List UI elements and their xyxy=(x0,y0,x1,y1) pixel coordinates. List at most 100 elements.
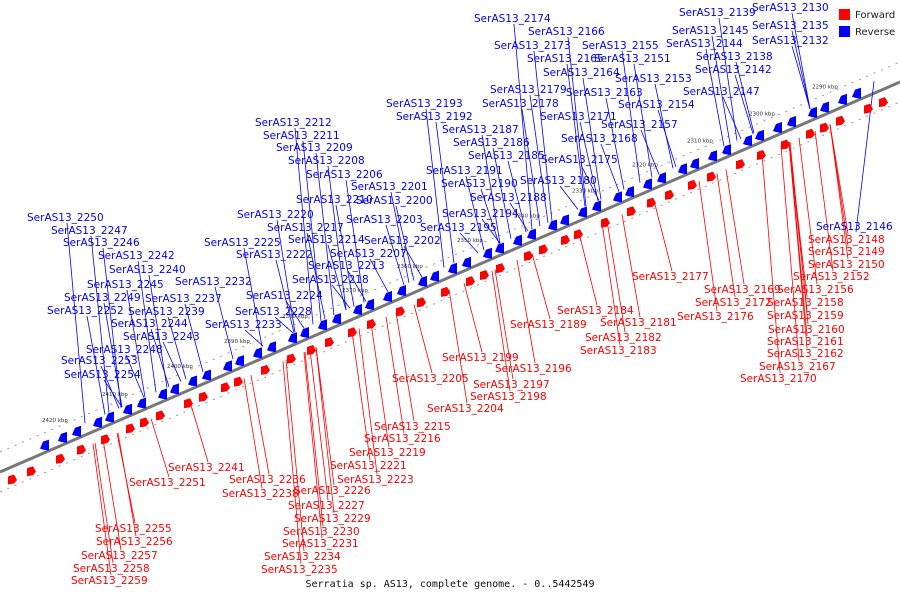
reverse-gene-label: SerAS13_2144 xyxy=(666,38,743,50)
leader-line xyxy=(250,375,270,475)
reverse-gene-arrow xyxy=(397,284,406,296)
leader-line xyxy=(481,134,501,244)
reverse-gene-label: SerAS13_2147 xyxy=(683,86,760,98)
reverse-gene-label: SerAS13_2207 xyxy=(330,248,407,260)
forward-gene-arrow xyxy=(601,217,610,228)
forward-gene-label: SerAS13_2196 xyxy=(495,363,572,375)
reverse-gene-label: SerAS13_2245 xyxy=(87,279,164,291)
forward-gene-arrow xyxy=(480,270,489,280)
leader-line xyxy=(395,312,415,422)
leader-line xyxy=(716,173,736,298)
leader-line xyxy=(214,286,234,360)
reverse-gene-label: SerAS13_2130 xyxy=(752,2,829,14)
legend-label-forward: Forward xyxy=(855,10,895,21)
reverse-gene-label: SerAS13_2157 xyxy=(601,119,678,131)
forward-gene-label: SerAS13_2235 xyxy=(261,564,338,576)
reverse-gene-label: SerAS13_2173 xyxy=(494,40,571,52)
reverse-gene-arrow xyxy=(838,93,847,105)
reverse-gene-label: SerAS13_2217 xyxy=(267,222,344,234)
leader-line xyxy=(516,259,536,364)
reverse-gene-arrow xyxy=(513,234,522,246)
reverse-gene-label: SerAS13_2224 xyxy=(246,290,323,302)
leader-line xyxy=(718,17,738,141)
leader-line xyxy=(390,191,410,283)
reverse-gene-arrow xyxy=(318,319,327,331)
reverse-gene-arrow xyxy=(300,327,309,338)
leader-line xyxy=(791,12,811,110)
reverse-gene-label: SerAS13_2201 xyxy=(351,181,428,193)
reverse-gene-arrow xyxy=(353,304,362,316)
reverse-gene-label: SerAS13_2249 xyxy=(64,292,141,304)
legend: Forward Reverse xyxy=(839,9,895,38)
leader-line xyxy=(654,83,674,169)
reverse-gene-arrow xyxy=(808,106,817,118)
reverse-gene-label: SerAS13_2151 xyxy=(594,53,671,65)
forward-gene-label: SerAS13_2236 xyxy=(229,474,306,486)
forward-gene-label: SerAS13_2189 xyxy=(510,319,587,331)
legend-swatch-forward xyxy=(839,9,850,20)
reverse-gene-label: SerAS13_2191 xyxy=(426,165,503,177)
reverse-gene-arrow xyxy=(58,431,67,443)
leader-line xyxy=(285,300,305,329)
forward-gene-arrow xyxy=(184,398,193,409)
reverse-gene-label: SerAS13_2200 xyxy=(356,195,433,207)
forward-gene-arrow xyxy=(325,337,334,348)
leader-line xyxy=(103,379,123,408)
forward-gene-label: SerAS13_2204 xyxy=(427,403,504,415)
forward-gene-label: SerAS13_2230 xyxy=(283,526,360,538)
reverse-gene-arrow xyxy=(592,200,601,212)
reverse-gene-label: SerAS13_2247 xyxy=(51,225,128,237)
reverse-gene-arrow xyxy=(773,122,782,134)
leader-line xyxy=(494,269,514,380)
leader-line xyxy=(698,181,718,312)
reverse-gene-arrow xyxy=(170,383,179,395)
forward-gene-label: SerAS13_2198 xyxy=(470,391,547,403)
reverse-gene-label: SerAS13_2254 xyxy=(64,369,141,381)
reverse-gene-arrow xyxy=(483,247,492,259)
legend-swatch-reverse xyxy=(839,26,850,37)
forward-gene-arrow xyxy=(417,297,426,308)
reverse-gene-arrow xyxy=(158,388,167,400)
leader-line xyxy=(463,282,483,353)
forward-gene-label: SerAS13_2199 xyxy=(442,352,519,364)
leader-line xyxy=(734,74,754,134)
reverse-gene-label: SerAS13_2233 xyxy=(205,319,282,331)
leader-line xyxy=(465,175,485,251)
reverse-gene-label: SerAS13_2138 xyxy=(696,51,773,63)
reverse-gene-label: SerAS13_2142 xyxy=(695,64,772,76)
forward-gene-label: SerAS13_2205 xyxy=(392,373,469,385)
leader-line xyxy=(335,204,355,307)
leader-line xyxy=(275,259,295,333)
reverse-gene-arrow xyxy=(123,403,132,415)
leader-line xyxy=(358,328,378,475)
leader-line xyxy=(385,224,405,286)
reverse-gene-arrow xyxy=(852,87,861,99)
forward-gene-label: SerAS13_2223 xyxy=(337,474,414,486)
forward-gene-arrow xyxy=(77,444,86,455)
forward-gene-label: SerAS13_2160 xyxy=(768,324,845,336)
leader-line xyxy=(94,442,114,564)
forward-gene-arrow xyxy=(561,234,570,245)
reverse-gene-arrow xyxy=(625,186,634,198)
reverse-gene-arrow xyxy=(288,332,297,344)
leader-line xyxy=(788,142,808,349)
leader-line xyxy=(331,284,351,309)
leader-line xyxy=(579,121,599,201)
reverse-gene-label: SerAS13_2154 xyxy=(618,99,695,111)
forward-gene-label: SerAS13_2169 xyxy=(704,284,781,296)
reverse-gene-label: SerAS13_2237 xyxy=(145,293,222,305)
leader-line xyxy=(705,48,725,147)
forward-gene-label: SerAS13_2258 xyxy=(73,563,150,575)
forward-gene-label: SerAS13_2167 xyxy=(759,361,836,373)
leader-line xyxy=(102,439,122,551)
leader-line xyxy=(653,200,673,272)
leader-line xyxy=(621,50,641,183)
kbp-label: 2290 kbp xyxy=(812,84,838,90)
forward-gene-arrow xyxy=(56,453,65,464)
forward-gene-arrow xyxy=(221,382,230,393)
reverse-gene-arrow xyxy=(235,355,244,367)
forward-gene-label: SerAS13_2181 xyxy=(600,317,677,329)
reverse-gene-arrow xyxy=(253,347,262,359)
forward-gene-arrow xyxy=(539,244,548,255)
